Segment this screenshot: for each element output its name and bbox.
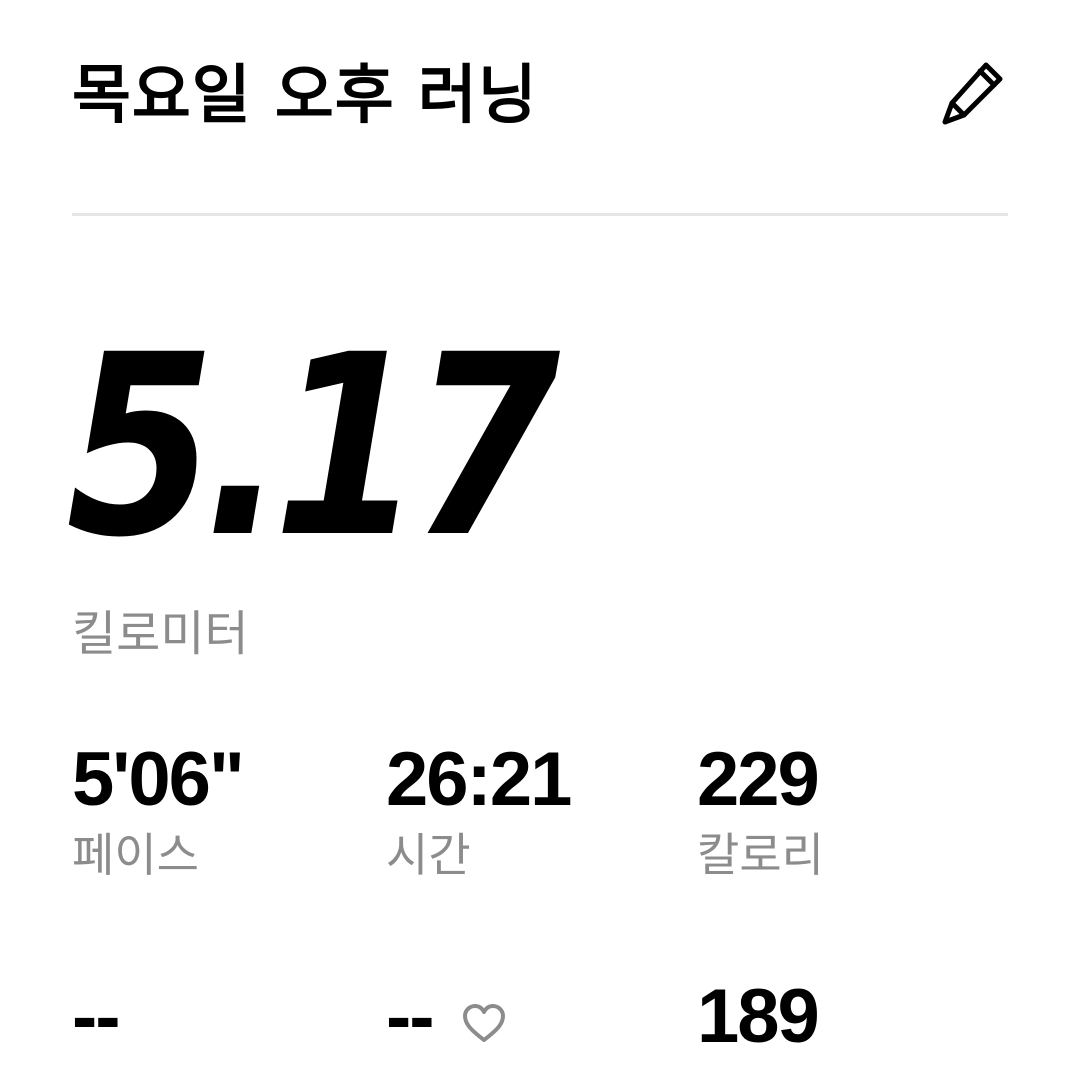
stat-time: 26:21 시간 bbox=[386, 738, 686, 884]
pace-label: 페이스 bbox=[72, 828, 199, 882]
heart-rate-value: -- bbox=[386, 974, 435, 1059]
pencil-icon bbox=[942, 62, 1003, 125]
stat-cadence: 189 bbox=[697, 975, 997, 1059]
stat-calories: 229 칼로리 bbox=[697, 738, 997, 884]
cadence-value: 189 bbox=[697, 974, 820, 1059]
pace-value: 5'06" bbox=[72, 737, 245, 822]
heart-rate-row: -- bbox=[386, 975, 686, 1059]
time-value: 26:21 bbox=[386, 737, 572, 822]
time-label: 시간 bbox=[386, 828, 471, 882]
calories-label: 칼로리 bbox=[697, 828, 824, 882]
stat-elevation: -- bbox=[72, 975, 372, 1059]
calories-value: 229 bbox=[697, 737, 820, 822]
heart-icon bbox=[461, 1002, 507, 1044]
elevation-value: -- bbox=[72, 974, 121, 1059]
distance-value: 5.17 bbox=[66, 301, 560, 592]
stat-heart-rate: -- bbox=[386, 975, 686, 1059]
header-divider bbox=[72, 213, 1008, 216]
stat-pace: 5'06" 페이스 bbox=[72, 738, 372, 884]
activity-title: 목요일 오후 러닝 bbox=[72, 59, 538, 133]
edit-button[interactable] bbox=[938, 56, 1008, 128]
activity-header: 목요일 오후 러닝 bbox=[72, 52, 1008, 142]
distance-unit-label: 킬로미터 bbox=[72, 606, 249, 662]
